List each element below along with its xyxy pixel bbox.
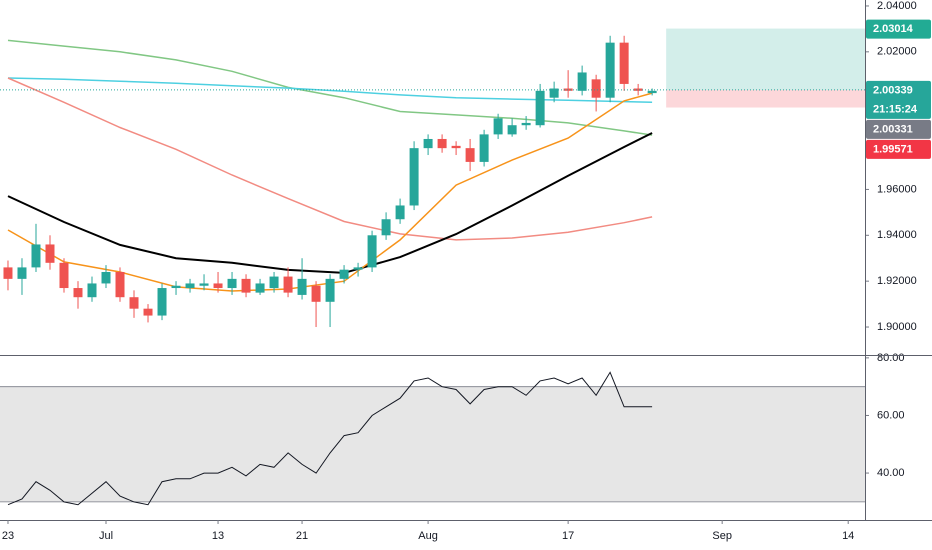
- candle-body: [563, 88, 573, 91]
- candle-body: [101, 271, 111, 284]
- candle-body: [17, 267, 27, 279]
- candle-body: [227, 278, 237, 289]
- candle-body: [549, 88, 559, 98]
- price-label-box: [866, 80, 931, 119]
- x-tick-label: 23: [2, 530, 14, 542]
- candle-body: [367, 235, 377, 268]
- candle-body: [129, 297, 139, 309]
- candle-body: [605, 42, 615, 98]
- x-tick-label: 14: [842, 530, 854, 542]
- candle-body: [31, 244, 41, 268]
- x-tick-label: 13: [212, 530, 224, 542]
- candle-body: [45, 244, 55, 263]
- candle-body: [311, 285, 321, 302]
- candle-body: [3, 267, 13, 279]
- price-label: 2.00339: [873, 84, 913, 96]
- candle-body: [255, 283, 265, 293]
- x-tick-label: 17: [562, 530, 574, 542]
- y-tick-label: 2.02000: [877, 46, 917, 58]
- x-tick-label: Sep: [712, 530, 732, 542]
- x-tick-label: 21: [296, 530, 308, 542]
- price-label: 2.03014: [873, 23, 914, 35]
- price-label-box: [866, 139, 931, 159]
- price-label: 1.99571: [873, 143, 913, 155]
- candle-body: [423, 138, 433, 149]
- candle-body: [325, 278, 335, 302]
- rsi-band: [0, 386, 865, 502]
- candle-body: [87, 283, 97, 298]
- moving-average: [7, 39, 653, 136]
- countdown: 21:15:24: [873, 103, 918, 115]
- candle-body: [577, 72, 587, 91]
- candle-body: [59, 262, 69, 289]
- target-zone: [666, 28, 865, 90]
- candle-body: [409, 148, 419, 206]
- price-label-box: [866, 119, 931, 139]
- candle-body: [395, 205, 405, 220]
- candle-body: [353, 267, 363, 270]
- candle-body: [507, 125, 517, 135]
- price-label: 2.00331: [873, 123, 913, 135]
- candle-body: [521, 122, 531, 126]
- y-tick-label: 1.92000: [877, 275, 917, 287]
- candle-body: [73, 288, 83, 298]
- y-tick-label: 2.04000: [877, 0, 917, 12]
- y-tick-label: 80.00: [877, 352, 905, 364]
- rsi-line: [7, 371, 653, 506]
- candle-body: [619, 42, 629, 84]
- candle-body: [241, 278, 251, 293]
- candle-body: [143, 308, 153, 316]
- candle-body: [647, 90, 657, 94]
- x-tick-label: Aug: [418, 530, 438, 542]
- y-tick-label: 60.00: [877, 409, 905, 421]
- stop-zone: [666, 89, 865, 108]
- candle-body: [185, 283, 195, 289]
- candle-body: [451, 145, 461, 149]
- y-tick-label: 1.94000: [877, 229, 917, 241]
- candle-body: [493, 118, 503, 135]
- candle-body: [269, 276, 279, 289]
- candle-body: [437, 138, 447, 149]
- candle-body: [465, 148, 475, 162]
- candle-body: [339, 269, 349, 279]
- price-label-box: [866, 19, 931, 39]
- candle-body: [535, 90, 545, 126]
- candle-body: [591, 79, 601, 98]
- candle-body: [283, 276, 293, 293]
- x-tick-label: Jul: [99, 530, 113, 542]
- y-tick-label: 1.90000: [877, 321, 917, 333]
- y-tick-label: 1.96000: [877, 183, 917, 195]
- candle-body: [115, 271, 125, 298]
- candle-body: [199, 283, 209, 286]
- candle-body: [297, 278, 307, 295]
- candle-body: [381, 219, 391, 236]
- candle-body: [633, 88, 643, 91]
- candle-body: [213, 283, 223, 289]
- y-tick-label: 40.00: [877, 467, 905, 479]
- candle-body: [157, 288, 167, 316]
- candle-body: [479, 134, 489, 162]
- moving-average: [7, 77, 653, 241]
- candle-body: [171, 285, 181, 289]
- moving-average: [7, 77, 653, 104]
